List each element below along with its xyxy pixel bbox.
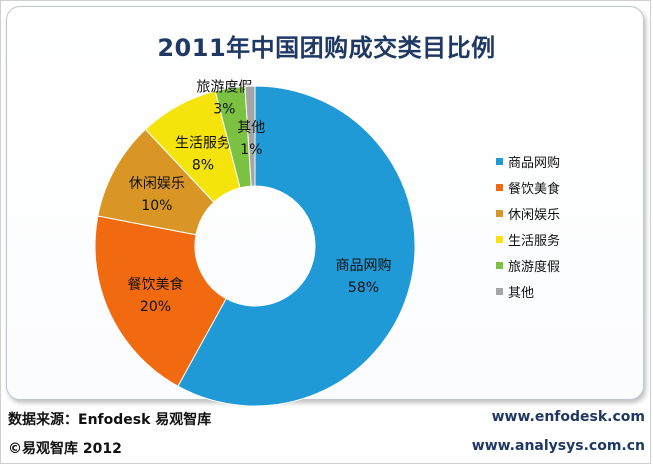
slice-value-2: 10% — [141, 198, 172, 214]
legend-label: 生活服务 — [508, 233, 561, 249]
slice-label-2: 休闲娱乐 — [129, 176, 185, 192]
slice-5 — [244, 85, 256, 187]
url-analysys: www.analysys.com.cn — [471, 438, 645, 454]
legend-swatch — [496, 261, 503, 269]
source-text: 数据来源：Enfodesk 易观智库 — [8, 412, 212, 428]
slice-label-3: 生活服务 — [175, 135, 231, 151]
legend-swatch — [496, 183, 503, 191]
slice-value-0: 58% — [348, 280, 379, 296]
chart-legend: 商品网购餐饮美食休闲娱乐生活服务旅游度假其他 — [496, 148, 606, 304]
copyright-text: ©易观智库 2012 — [8, 441, 122, 457]
slice-label-1: 餐饮美食 — [127, 276, 183, 293]
chart-title: 2011年中国团购成交类目比例 — [157, 34, 496, 62]
slice-value-3: 8% — [192, 157, 214, 173]
slice-1 — [94, 215, 227, 387]
slice-0 — [177, 85, 416, 407]
legend-item-1: 餐饮美食 — [496, 174, 606, 200]
legend-label: 商品网购 — [508, 155, 561, 171]
legend-item-2: 休闲娱乐 — [496, 200, 606, 226]
legend-label: 其他 — [508, 285, 535, 301]
legend-item-5: 其他 — [496, 278, 606, 304]
slice-label-0: 商品网购 — [335, 258, 391, 274]
slice-label-5: 其他 — [237, 120, 265, 136]
legend-item-4: 旅游度假 — [496, 252, 606, 278]
slice-value-1: 20% — [140, 299, 171, 315]
legend-item-3: 生活服务 — [496, 226, 606, 252]
legend-swatch — [496, 157, 503, 165]
legend-item-0: 商品网购 — [496, 148, 606, 174]
slice-value-4: 3% — [213, 102, 235, 118]
slice-label-4: 旅游度假 — [196, 80, 252, 96]
slice-value-5: 1% — [240, 142, 262, 158]
legend-swatch — [496, 287, 503, 295]
url-enfodesk: www.enfodesk.com — [491, 409, 645, 425]
legend-swatch — [496, 235, 503, 243]
legend-label: 休闲娱乐 — [508, 207, 561, 223]
legend-label: 旅游度假 — [508, 259, 561, 275]
legend-label: 餐饮美食 — [508, 181, 561, 197]
legend-swatch — [496, 209, 503, 217]
